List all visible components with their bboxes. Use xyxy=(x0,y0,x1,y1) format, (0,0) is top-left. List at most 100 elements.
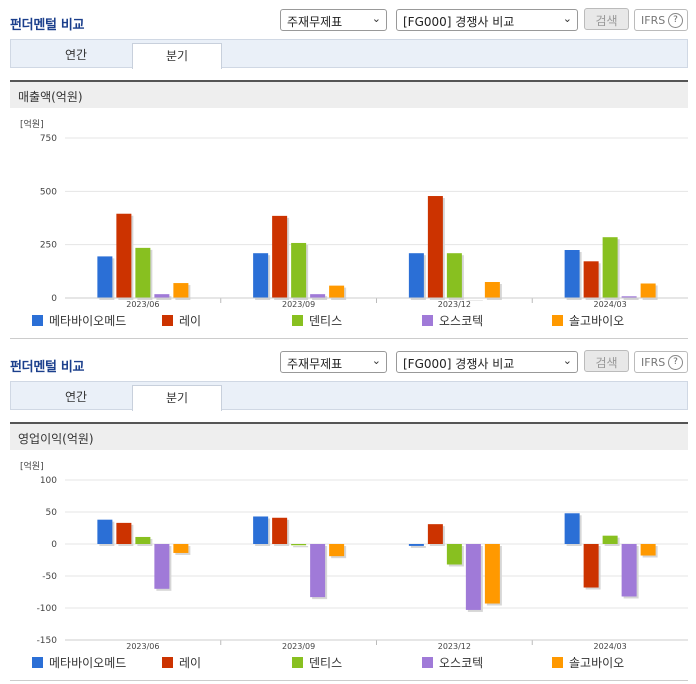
bar xyxy=(446,544,462,565)
legend-swatch xyxy=(292,657,303,668)
legend-item[interactable]: 오스코텍 xyxy=(422,654,483,671)
operating-profit-chart: [억원] -150 -100 -50 0 50 100 2023/06 2023/09 2023… xyxy=(10,452,688,681)
chart-legend: 메타바이오메드 레이 덴티스 오스코텍 솔고바이오 xyxy=(10,312,688,328)
bar xyxy=(329,285,345,298)
legend-item[interactable]: 오스코텍 xyxy=(422,312,483,329)
help-icon[interactable]: ? xyxy=(668,13,683,28)
legend-label: 덴티스 xyxy=(309,656,343,670)
bar xyxy=(602,535,618,544)
legend-label: 메타바이오메드 xyxy=(49,314,127,328)
fundamental-panel-operating-profit: 펀더멘털 비교 주재무제표 ⌄ [FG000] 경쟁사 비교 ⌄ 검색 IFRS… xyxy=(0,342,696,684)
revenue-chart-svg: 0 250 500 750 2023/06 2023/09 2023/12 2024/03 xyxy=(40,134,688,308)
bar xyxy=(465,544,481,610)
search-button[interactable]: 검색 xyxy=(584,8,629,30)
x-tick-label: 2023/09 xyxy=(282,642,315,650)
bar xyxy=(272,215,288,298)
period-tabs: 연간 분기 xyxy=(10,381,688,411)
panel-title: 펀더멘털 비교 xyxy=(10,360,85,375)
statement-select-value: 주재무제표 xyxy=(287,15,343,29)
legend-swatch xyxy=(552,315,563,326)
legend-item[interactable]: 레이 xyxy=(162,312,201,329)
bar xyxy=(640,544,656,556)
bar xyxy=(135,247,151,298)
bar xyxy=(310,544,326,598)
bar xyxy=(408,253,424,298)
x-tick-label: 2023/12 xyxy=(438,300,471,308)
panel-title: 펀더멘털 비교 xyxy=(10,18,85,33)
bar xyxy=(116,522,132,544)
bar xyxy=(583,544,599,588)
statement-select[interactable]: 주재무제표 ⌄ xyxy=(280,9,387,31)
ifrs-label: IFRS xyxy=(641,356,666,369)
legend-label: 메타바이오메드 xyxy=(49,656,127,670)
y-tick-label: 0 xyxy=(51,294,57,304)
legend-item[interactable]: 덴티스 xyxy=(292,654,342,671)
chevron-down-icon: ⌄ xyxy=(371,354,381,367)
bar xyxy=(564,250,580,298)
legend-item[interactable]: 메타바이오메드 xyxy=(32,654,126,671)
x-tick-label: 2023/09 xyxy=(282,300,315,308)
bar xyxy=(484,282,500,298)
bar-shadow xyxy=(467,300,483,301)
legend-label: 레이 xyxy=(179,656,202,670)
legend-item[interactable]: 솔고바이오 xyxy=(552,654,624,671)
legend-item[interactable]: 레이 xyxy=(162,654,201,671)
help-icon[interactable]: ? xyxy=(668,355,683,370)
bar xyxy=(564,513,580,544)
legend-label: 레이 xyxy=(179,314,202,328)
bar xyxy=(173,283,189,298)
legend-swatch xyxy=(162,657,173,668)
bar xyxy=(116,213,132,298)
statement-select[interactable]: 주재무제표 ⌄ xyxy=(280,351,387,373)
legend-item[interactable]: 덴티스 xyxy=(292,312,342,329)
y-tick-label: 250 xyxy=(40,241,57,251)
y-tick-label: -100 xyxy=(37,604,58,614)
legend-label: 솔고바이오 xyxy=(569,314,625,328)
bar xyxy=(291,544,307,546)
y-tick-label: 500 xyxy=(40,187,57,197)
legend-item[interactable]: 솔고바이오 xyxy=(552,312,624,329)
y-tick-label: 50 xyxy=(46,508,58,518)
bar xyxy=(154,294,170,298)
compare-select[interactable]: [FG000] 경쟁사 비교 ⌄ xyxy=(396,351,578,373)
ifrs-button[interactable]: IFRS ? xyxy=(634,9,688,31)
bar xyxy=(408,544,424,546)
bar xyxy=(583,261,599,298)
y-tick-label: -150 xyxy=(37,636,58,646)
bar xyxy=(97,256,113,298)
y-tick-label: -50 xyxy=(42,572,57,582)
legend-label: 솔고바이오 xyxy=(569,656,625,670)
search-button[interactable]: 검색 xyxy=(584,350,629,372)
tab-quarterly[interactable]: 분기 xyxy=(132,43,222,69)
chevron-down-icon: ⌄ xyxy=(562,12,572,25)
x-tick-label: 2023/06 xyxy=(126,300,159,308)
legend-swatch xyxy=(422,315,433,326)
bar xyxy=(173,544,189,553)
tab-annual[interactable]: 연간 xyxy=(64,48,88,62)
chart-subheader: 영업이익(억원) xyxy=(10,422,688,450)
bar xyxy=(446,253,462,298)
bar xyxy=(310,294,326,298)
ifrs-button[interactable]: IFRS ? xyxy=(634,351,688,373)
bar xyxy=(154,544,170,589)
x-tick-label: 2023/06 xyxy=(126,642,159,650)
bar xyxy=(135,536,151,544)
legend-item[interactable]: 메타바이오메드 xyxy=(32,312,126,329)
chart-legend: 메타바이오메드 레이 덴티스 오스코텍 솔고바이오 xyxy=(10,654,688,670)
x-tick-label: 2024/03 xyxy=(594,300,627,308)
fundamental-panel-revenue: 펀더멘털 비교 주재무제표 ⌄ [FG000] 경쟁사 비교 ⌄ 검색 IFRS… xyxy=(0,0,696,340)
revenue-chart: [억원] 0 250 500 750 2023/06 2023/09 2023/12 2024… xyxy=(10,110,688,339)
bar xyxy=(621,544,637,597)
bar xyxy=(97,519,113,544)
bar xyxy=(253,516,269,544)
tab-quarterly[interactable]: 분기 xyxy=(132,385,222,411)
tab-annual[interactable]: 연간 xyxy=(64,390,88,404)
compare-select-value: [FG000] 경쟁사 비교 xyxy=(403,15,515,29)
bar xyxy=(427,524,443,544)
legend-swatch xyxy=(32,657,43,668)
compare-select[interactable]: [FG000] 경쟁사 비교 ⌄ xyxy=(396,9,578,31)
unit-label: [억원] xyxy=(20,120,44,130)
bar xyxy=(329,544,345,557)
bar xyxy=(484,544,500,604)
legend-swatch xyxy=(292,315,303,326)
